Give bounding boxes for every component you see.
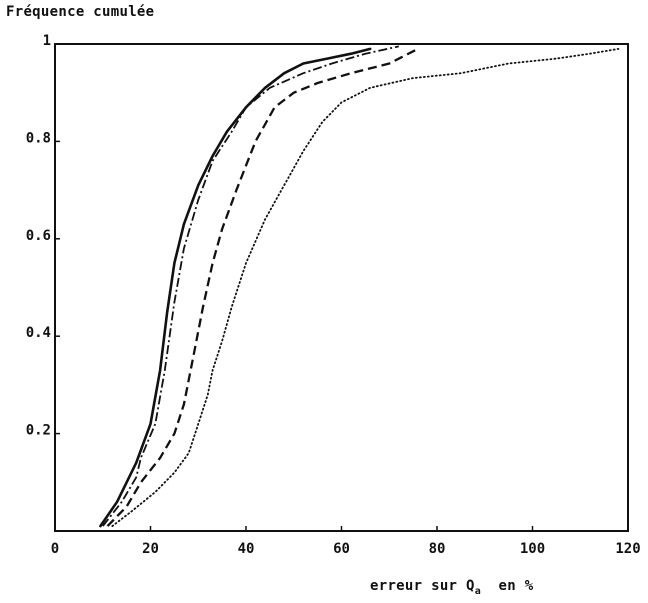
y-tick-label: 0.4 (26, 325, 51, 341)
series-lines (99, 45, 620, 528)
series-dashed-line (106, 47, 419, 527)
y-tick-label: 0.2 (26, 423, 51, 439)
x-axis-title-before: erreur sur Q (370, 578, 475, 594)
series-solid-line (99, 47, 372, 528)
plot-frame (54, 43, 629, 532)
x-tick-label: 40 (238, 541, 255, 557)
x-tick-label: 80 (429, 541, 446, 557)
y-tick-label: 0.8 (26, 130, 51, 146)
x-axis-title-after: en % (498, 578, 534, 594)
x-tick-label: 100 (520, 541, 545, 557)
x-tick-label: 0 (51, 541, 59, 557)
axes (54, 43, 629, 532)
x-tick-label: 120 (615, 541, 640, 557)
axis-ticks: 0 20 40 60 80 100 120 0.2 0.4 0.6 0.8 1 (26, 33, 641, 557)
series-dotted-line (111, 48, 620, 527)
x-tick-label: 20 (142, 541, 159, 557)
y-axis-title: Fréquence cumulée (6, 4, 155, 20)
x-axis-title: erreur sur Qa en % (370, 578, 534, 597)
x-tick-label: 60 (333, 541, 350, 557)
y-tick-label: 0.6 (26, 228, 51, 244)
x-axis-title-subscript: a (474, 586, 482, 597)
series-dashdot-line (102, 45, 399, 527)
y-tick-label: 1 (43, 33, 51, 49)
